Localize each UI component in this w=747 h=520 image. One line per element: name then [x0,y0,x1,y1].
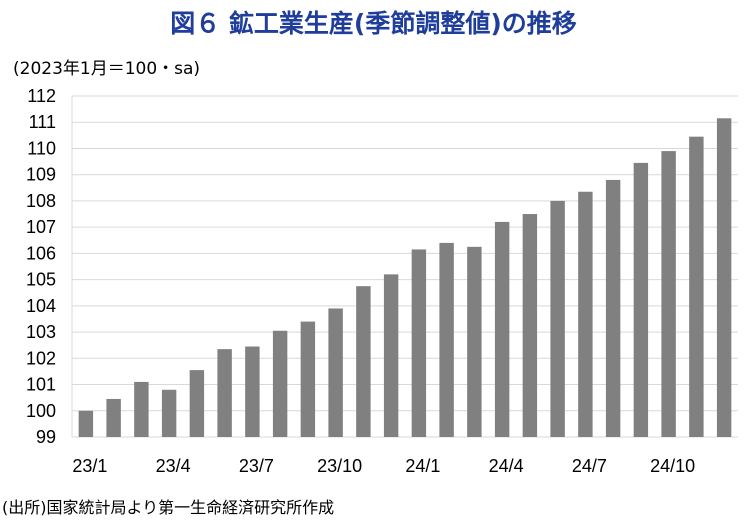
bar-23-11 [356,286,371,437]
x-axis-ticks: 23/1 23/4 23/7 23/10 24/1 24/4 24/7 24/10 [72,456,695,476]
bar-23-4 [161,389,177,437]
bar-23-12 [383,274,399,437]
x-tick-label: 24/1 [405,456,440,476]
bar-24-4 [494,221,510,437]
x-tick-label: 23/1 [72,456,107,476]
bar-23-3 [134,381,149,437]
x-tick-label: 23/10 [317,456,362,476]
bar-23-10 [328,308,343,437]
bar-24-10 [661,151,676,438]
y-tick-label: 99 [36,427,56,447]
bar-23-7 [245,346,260,437]
y-tick-label: 105 [26,270,56,290]
bar-24-2 [439,242,454,437]
unit-note: (2023年1月＝100・sa) [13,59,201,79]
y-tick-label: 100 [26,401,56,421]
y-tick-label: 108 [26,191,56,211]
bar-23-8 [272,330,288,437]
bar-24-8 [605,179,621,437]
bar-23-9 [300,321,316,437]
bar-24-6 [550,200,565,437]
bar-24-5 [522,214,538,437]
bar-23-1 [78,410,94,437]
gridlines [71,95,738,438]
bar-24-11 [689,136,704,437]
y-tick-label: 102 [26,348,56,368]
bar-23-5 [189,370,205,437]
source-note: (出所)国家統計局より第一生命経済研究所作成 [2,498,335,517]
bar-24-7 [578,191,593,437]
y-tick-label: 101 [26,375,56,395]
x-tick-label: 24/4 [489,456,524,476]
y-tick-label: 106 [26,243,56,263]
y-tick-label: 103 [26,322,56,342]
y-tick-label: 110 [27,138,56,158]
y-tick-label: 104 [26,296,56,316]
chart-title: 図６ 鉱工業生産(季節調整値)の推移 [170,9,577,38]
bar-23-6 [217,349,232,437]
bars [78,118,732,438]
x-tick-label: 23/7 [239,456,274,476]
bar-chart: 99 100 101 102 103 104 105 106 107 108 109 110 111 11… [26,86,738,476]
y-tick-label: 107 [26,217,56,237]
x-tick-label: 24/7 [572,456,607,476]
y-axis-ticks: 99 100 101 102 103 104 105 106 107 108 109 110 111 11… [26,86,56,447]
x-tick-label: 23/4 [156,456,191,476]
bar-24-12 [716,118,732,438]
bar-24-9 [633,162,649,437]
y-tick-label: 112 [27,86,56,106]
bar-24-1 [411,249,427,437]
bar-24-3 [467,246,482,437]
y-tick-label: 109 [26,165,56,185]
y-tick-label: 111 [29,112,56,132]
bar-23-2 [106,398,121,437]
x-tick-label: 24/10 [650,456,695,476]
